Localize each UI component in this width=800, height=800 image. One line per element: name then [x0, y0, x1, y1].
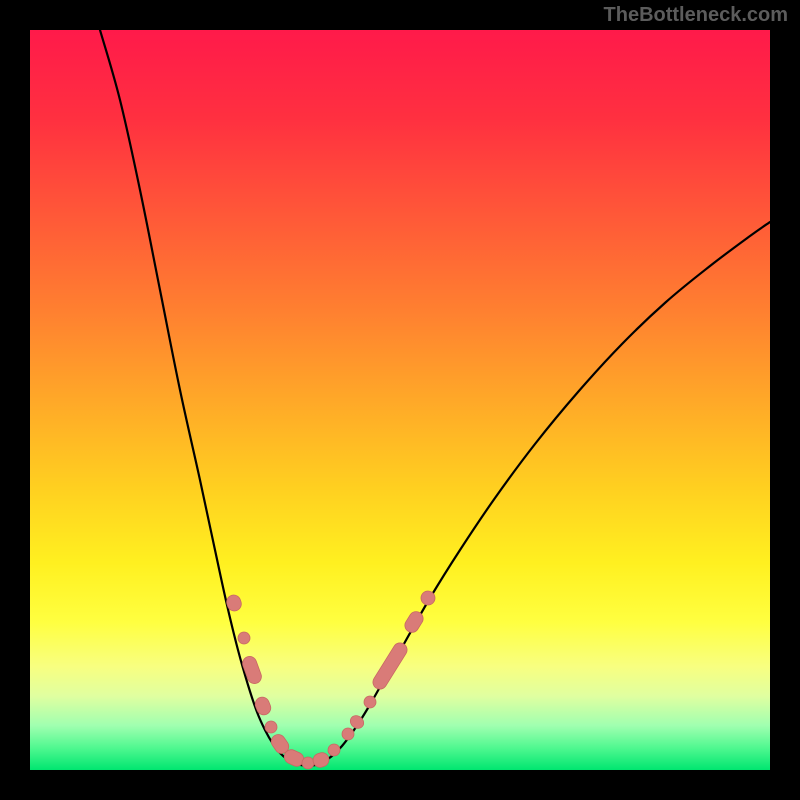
plot-svg [30, 30, 770, 770]
chart-frame: TheBottleneck.com [0, 0, 800, 800]
marker-dot [342, 728, 354, 740]
marker-dot [302, 757, 314, 769]
marker-dot [238, 632, 250, 644]
marker-dot [364, 696, 376, 708]
plot-area [30, 30, 770, 770]
marker-dot [265, 721, 277, 733]
watermark-text: TheBottleneck.com [604, 4, 788, 27]
marker-dot [328, 744, 340, 756]
